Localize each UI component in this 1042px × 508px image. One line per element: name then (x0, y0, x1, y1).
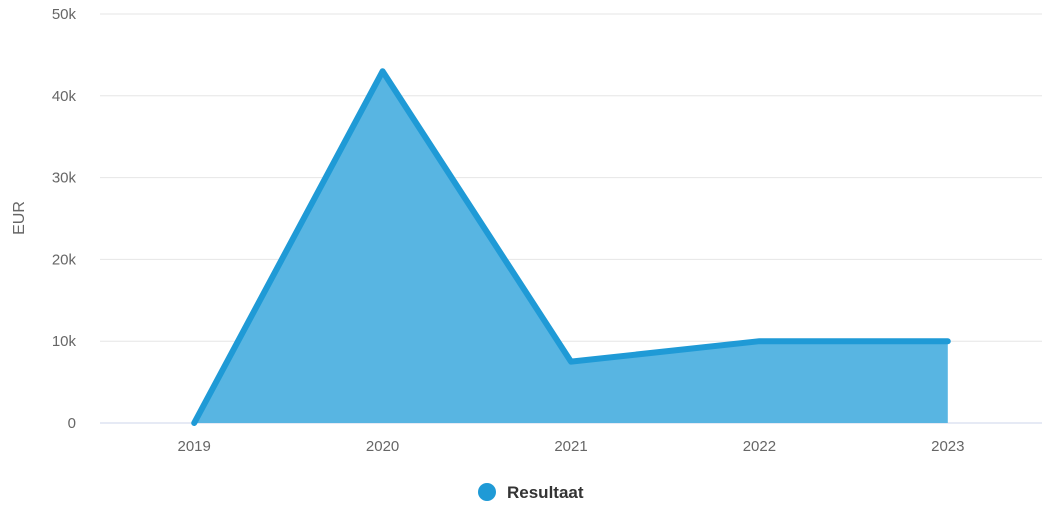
y-tick-label: 30k (52, 170, 77, 187)
y-tick-label: 10k (52, 333, 77, 350)
x-tick-label: 2019 (178, 438, 211, 455)
x-tick-label: 2020 (366, 438, 399, 455)
legend[interactable]: Resultaat (478, 483, 584, 502)
legend-label: Resultaat (507, 483, 584, 502)
x-tick-label: 2022 (743, 438, 776, 455)
y-axis-title: EUR (11, 201, 28, 235)
x-tick-label: 2021 (554, 438, 587, 455)
x-tick-label: 2023 (931, 438, 964, 455)
y-tick-label: 20k (52, 251, 77, 268)
y-axis-ticks: 0 10k 20k 30k 40k 50k (52, 6, 77, 432)
series-area (194, 71, 948, 423)
y-tick-label: 40k (52, 88, 77, 105)
y-tick-label: 50k (52, 6, 77, 23)
y-tick-label: 0 (68, 415, 76, 432)
series-layer (194, 71, 948, 423)
legend-marker (478, 483, 496, 501)
x-axis-ticks: 2019 2020 2021 2022 2023 (178, 438, 965, 455)
